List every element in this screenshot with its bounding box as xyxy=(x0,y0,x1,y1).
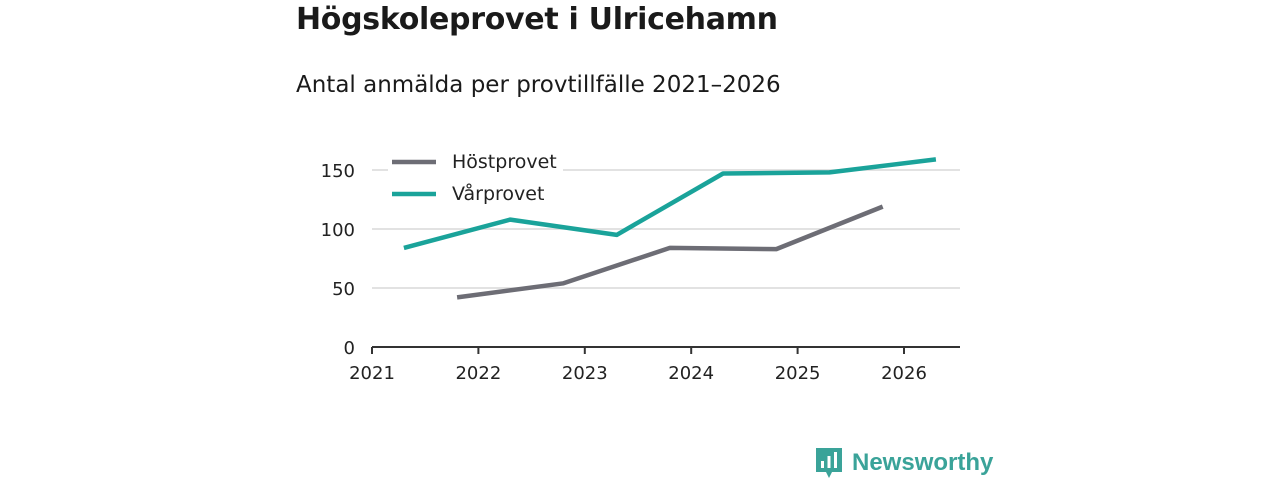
y-tick-label: 0 xyxy=(344,338,355,359)
chart-subtitle: Antal anmälda per provtillfälle 2021–202… xyxy=(296,72,781,98)
y-tick-label: 100 xyxy=(321,220,355,241)
x-tick-label: 2024 xyxy=(668,363,714,384)
x-tick-label: 2025 xyxy=(775,363,821,384)
axes: 0 50 100 150 2021 2022 2023 2024 2025 2026 xyxy=(321,161,960,384)
x-tick-label: 2021 xyxy=(349,363,395,384)
legend-label-vrprovet: Vårprovet xyxy=(452,182,544,205)
newsworthy-brand: Newsworthy xyxy=(814,446,993,480)
x-tick-label: 2026 xyxy=(881,363,927,384)
legend-label-hstprovet: Höstprovet xyxy=(452,151,557,173)
x-tick-label: 2023 xyxy=(562,363,608,384)
y-tick-label: 150 xyxy=(321,161,355,182)
chart-title: Högskoleprovet i Ulricehamn xyxy=(296,2,778,37)
x-tick-label: 2022 xyxy=(455,363,501,384)
bar-chart-logo-icon xyxy=(816,448,842,478)
y-tick-label: 50 xyxy=(332,279,355,300)
series-lines xyxy=(403,157,937,300)
series-line-hstprovet xyxy=(456,204,884,300)
brand-name: Newsworthy xyxy=(852,449,994,476)
series-line-vrprovet xyxy=(403,157,937,251)
legend: Höstprovet Vårprovet xyxy=(388,149,563,207)
